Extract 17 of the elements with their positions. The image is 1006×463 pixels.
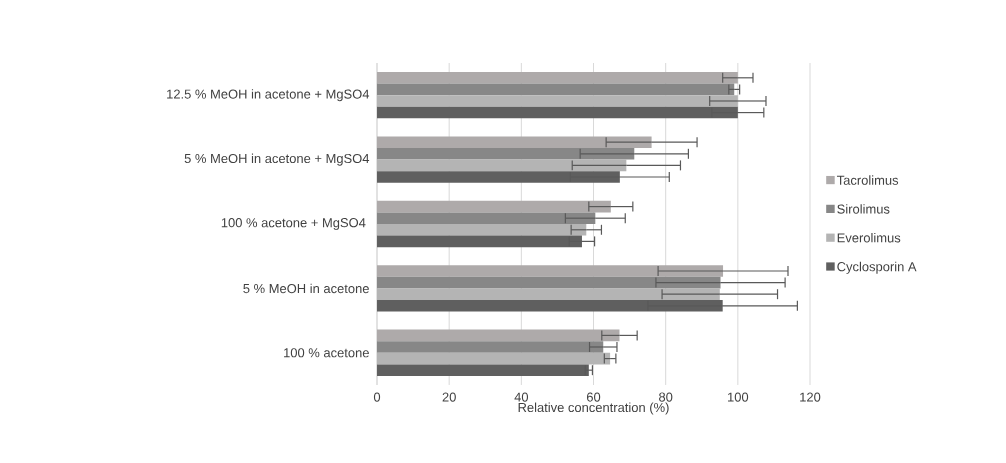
x-tick-label: 0 — [373, 392, 381, 402]
y-tick-label: 5 % MeOH in acetone + MgSO4 — [184, 153, 370, 166]
y-tick-label: 100 % acetone — [284, 348, 369, 358]
x-tick-label: 40 — [514, 392, 529, 402]
x-tick-label: 100 — [728, 392, 749, 402]
legend-label: Tacrolimus — [836, 175, 899, 185]
x-tick-label: 120 — [800, 392, 821, 402]
x-tick-label: 80 — [659, 392, 673, 402]
x-tick-label: 20 — [442, 392, 456, 402]
y-tick-label: 12.5 % MeOH in acetone + MgSO4 — [167, 89, 370, 102]
x-tick-label: 60 — [586, 392, 601, 402]
legend-label: Cyclosporin A — [837, 261, 917, 274]
y-tick-label: 5 % MeOH in acetone — [243, 283, 369, 294]
legend-label: Everolimus — [837, 232, 901, 243]
x-axis-title: Relative concentration (%) — [518, 402, 669, 415]
y-tick-label: 100 % acetone + MgSO4 — [221, 218, 366, 230]
legend-label: Sirolimus — [837, 204, 890, 214]
